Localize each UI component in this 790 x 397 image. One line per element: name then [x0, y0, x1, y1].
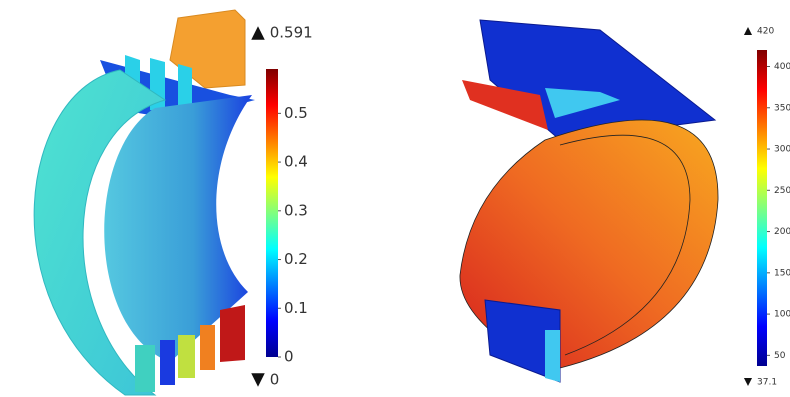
- max-label: 420: [757, 27, 774, 37]
- min-marker: [744, 378, 752, 386]
- fin-d: [200, 325, 215, 370]
- tick-label: 250: [774, 186, 790, 196]
- min-marker: [251, 373, 265, 387]
- tick-label: 300: [774, 145, 790, 155]
- tick-label: 0: [284, 348, 294, 366]
- colorbar-left: [266, 69, 278, 357]
- tick-label: 0.1: [284, 299, 308, 317]
- tick-label: 350: [774, 103, 790, 113]
- right-model: [460, 20, 718, 382]
- tick-label: 50: [774, 351, 786, 361]
- tick-label: 0.2: [284, 250, 308, 268]
- fin-edge: [545, 330, 560, 382]
- fin-b: [160, 340, 175, 385]
- page: 0 0.1 0.2 0.3 0.4 0.5 0.591 0 50 100 150 200 250 300 3…: [0, 0, 790, 397]
- min-label: 0: [270, 371, 280, 389]
- max-label: 0.591: [270, 24, 313, 42]
- left-model: [34, 10, 255, 395]
- max-marker: [744, 27, 752, 35]
- tick-label: 150: [774, 268, 790, 278]
- tick-label: 0.4: [284, 153, 308, 171]
- colorbar-right: [757, 50, 767, 366]
- fin-e: [220, 305, 245, 362]
- tick-label: 100: [774, 310, 790, 320]
- tick-label: 200: [774, 227, 790, 237]
- top-block: [480, 20, 715, 140]
- fin-a: [135, 345, 155, 392]
- tick-label: 0.3: [284, 201, 308, 219]
- fin-c: [178, 335, 195, 378]
- min-label: 37.1: [757, 378, 777, 388]
- max-marker: [251, 26, 265, 40]
- tick-label: 400: [774, 62, 790, 72]
- tick-label: 0.5: [284, 104, 308, 122]
